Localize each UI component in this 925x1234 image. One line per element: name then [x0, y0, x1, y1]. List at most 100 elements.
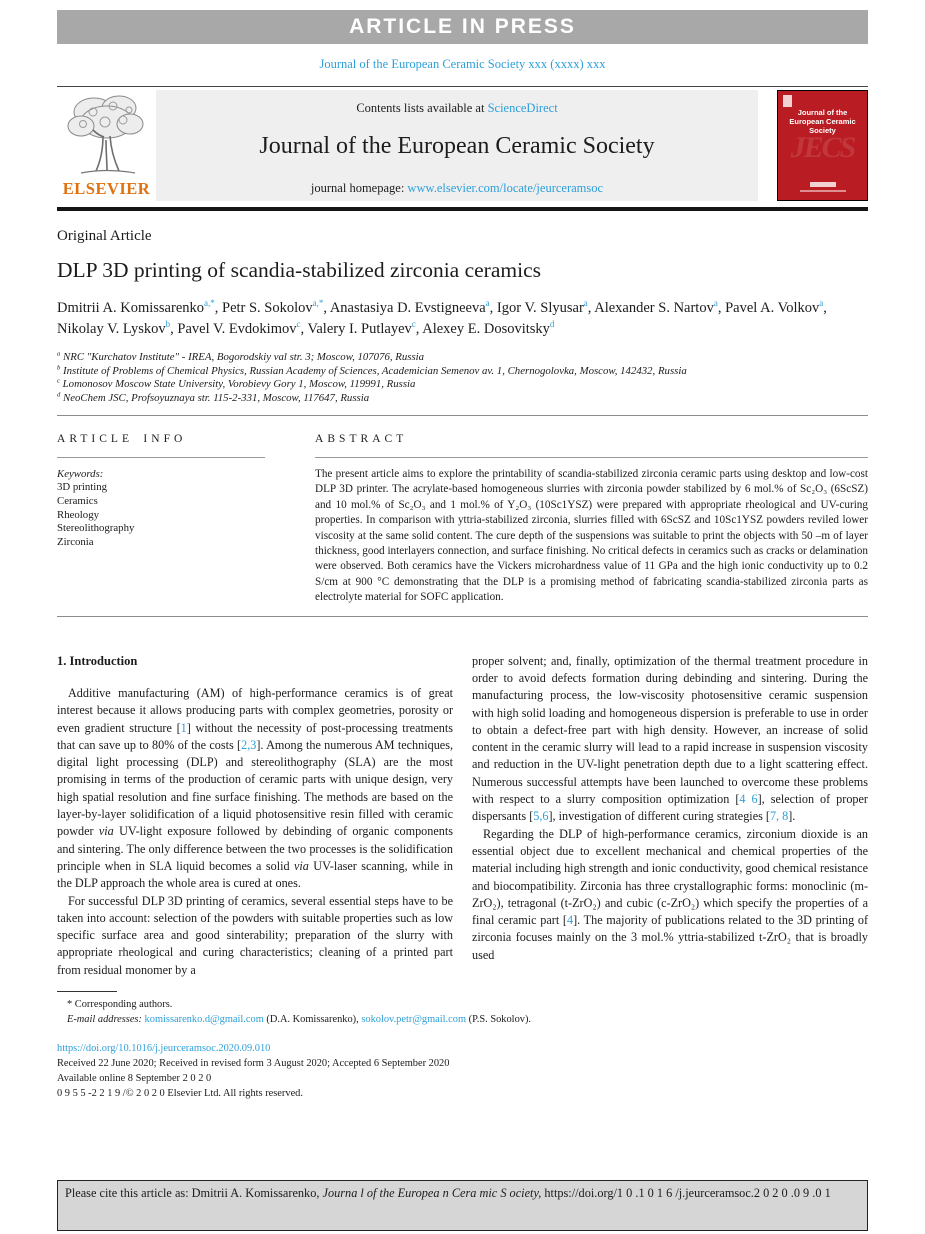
banner-text: ARTICLE IN PRESS: [349, 15, 576, 38]
body-paragraph: proper solvent; and, finally, optimizati…: [472, 653, 868, 824]
thick-divider: [57, 207, 868, 211]
section-heading: 1. Introduction: [57, 653, 138, 668]
affiliation-list: a NRC "Kurchatov Institute" - IREA, Bogo…: [57, 351, 868, 405]
cite-prefix: Please cite this article as: Dmitrii A. …: [65, 1186, 320, 1200]
cover-watermark: JECS: [790, 131, 857, 164]
abstract-text: The present article aims to explore the …: [315, 468, 868, 604]
email-link-1[interactable]: komissarenko.d@gmail.com: [144, 1013, 264, 1025]
body-paragraph: Additive manufacturing (AM) of high-perf…: [57, 685, 453, 891]
keyword: Rheology: [57, 508, 99, 521]
citation-link[interactable]: 2,3: [241, 737, 257, 752]
keywords-label: Keywords:: [57, 468, 104, 480]
author: Nikolay V. Lyskovb: [57, 319, 171, 337]
info-abstract-grid: ARTICLE INFO Keywords: 3D printing Cerami…: [57, 433, 868, 606]
citation-link[interactable]: 7, 8: [769, 809, 789, 824]
intro-col-left: 1. Introduction Additive manufacturing (…: [57, 653, 453, 979]
keyword: Ceramics: [57, 494, 98, 507]
homepage-line: journal homepage: www.elsevier.com/locat…: [156, 181, 758, 196]
citation-link[interactable]: 5,6: [533, 809, 549, 824]
cite-journal: Journa l of the Europea n Cera mic S oci…: [322, 1186, 542, 1200]
elsevier-wordmark: ELSEVIER: [62, 179, 151, 198]
author: Anastasiya D. Evstigneevaa: [329, 298, 490, 316]
article-info-heading: ARTICLE INFO: [57, 433, 187, 445]
issn-copyright: 0 9 5 5 -2 2 1 9 /© 2 0 2 0 Elsevier Ltd…: [57, 1088, 303, 1099]
keyword: Stereolithography: [57, 522, 135, 535]
cover-footer: [778, 182, 867, 192]
elsevier-tree-icon: [67, 95, 143, 174]
author-affiliation-mark: c: [411, 319, 416, 330]
received-dates: Received 22 June 2020; Received in revis…: [57, 1058, 450, 1069]
journal-cover-thumbnail[interactable]: Journal of the European Ceramic Society …: [777, 90, 868, 201]
cite-doi: https://doi.org/1 0 .1 0 1 6 /j.jeurcera…: [544, 1186, 831, 1200]
abstract-section: ABSTRACT The present article aims to exp…: [315, 433, 868, 606]
available-online: Available online 8 September 2 0 2 0: [57, 1073, 212, 1084]
author-list: Dmitrii A. Komissarenkoa,*, Petr S. Soko…: [57, 298, 827, 337]
contents-text: Contents lists available at: [356, 101, 485, 115]
keyword-list: 3D printing Ceramics Rheology Stereolithogr…: [57, 481, 265, 550]
cover-footer-url: [799, 190, 846, 192]
email-label: E-mail addresses:: [67, 1013, 142, 1025]
keyword: Zirconia: [57, 536, 94, 549]
cover-title: Journal of the European Ceramic Society: [789, 108, 856, 135]
cover-emblem: [783, 95, 792, 107]
intro-col-right: proper solvent; and, finally, optimizati…: [472, 653, 868, 979]
author: Pavel A. Volkova: [725, 298, 824, 316]
cover-footer-logo: [809, 182, 836, 187]
article-body: 1. Introduction Additive manufacturing (…: [57, 653, 868, 979]
email-owner-1: (D.A. Komissarenko),: [266, 1013, 359, 1025]
affiliation: a NRC "Kurchatov Institute" - IREA, Bogo…: [57, 350, 425, 363]
body-paragraph: Regarding the DLP of high-performance ce…: [472, 826, 869, 962]
author-affiliation-mark: a: [819, 298, 824, 309]
citation-notice-bar: Please cite this article as: Dmitrii A. …: [57, 1180, 868, 1231]
citation-link[interactable]: 4 6: [739, 792, 758, 807]
affiliation: d NeoChem JSC, Profsoyuznaya str. 115-2-…: [57, 390, 370, 404]
author-affiliation-mark: a,*: [312, 298, 324, 309]
divider: [57, 615, 868, 617]
publication-info: https://doi.org/10.1016/j.jeurceramsoc.2…: [57, 1041, 868, 1101]
journal-reference-link[interactable]: Journal of the European Ceramic Society …: [319, 57, 606, 71]
divider: [57, 86, 868, 87]
author: Dmitrii A. Komissarenkoa,*: [57, 298, 215, 316]
author: Pavel V. Evdokimovc: [177, 319, 301, 337]
email-owner-2: (P.S. Sokolov).: [468, 1013, 532, 1025]
sciencedirect-link[interactable]: ScienceDirect: [487, 101, 558, 115]
author: Valery I. Putlayevc: [307, 319, 416, 337]
author: Alexander S. Nartova: [594, 298, 718, 316]
email-link-2[interactable]: sokolov.petr@gmail.com: [361, 1013, 467, 1025]
citation-link[interactable]: 4: [566, 913, 574, 928]
author: Petr S. Sokolova,*: [222, 298, 324, 316]
author: Igor V. Slyusara: [496, 298, 588, 316]
article-type: Original Article: [57, 228, 152, 244]
divider: [57, 457, 265, 458]
homepage-label: journal homepage:: [310, 181, 405, 195]
footnote-rule: [57, 991, 117, 992]
affiliation: c Lomonosov Moscow State University, Vor…: [57, 377, 416, 390]
affiliation: b Institute of Problems of Chemical Phys…: [57, 363, 687, 377]
body-paragraph: For successful DLP 3D printing of cerami…: [57, 893, 453, 977]
journal-homepage-link[interactable]: www.elsevier.com/locate/jeurceramsoc: [407, 181, 604, 195]
author-affiliation-mark: a: [713, 298, 718, 309]
article-info-section: ARTICLE INFO Keywords: 3D printing Cerami…: [57, 433, 265, 606]
divider: [57, 415, 868, 416]
keyword: 3D printing: [57, 481, 108, 493]
email-line: E-mail addresses: komissarenko.d@gmail.c…: [57, 1013, 868, 1028]
journal-masthead: ELSEVIER Contents lists available at Sci…: [57, 90, 868, 201]
contents-line: Contents lists available at ScienceDirec…: [156, 101, 758, 116]
corresponding-note: * Corresponding authors.: [67, 999, 173, 1010]
author-affiliation-mark: a: [485, 298, 490, 309]
masthead-center: Contents lists available at ScienceDirec…: [156, 90, 758, 201]
author: Alexey E. Dosovitskyd: [422, 319, 555, 337]
author-affiliation-mark: c: [296, 319, 301, 330]
journal-title: Journal of the European Ceramic Society: [259, 133, 655, 159]
doi-link[interactable]: https://doi.org/10.1016/j.jeurceramsoc.2…: [57, 1043, 271, 1054]
page-title: DLP 3D printing of scandia-stabilized zi…: [57, 258, 541, 282]
citation-link[interactable]: 1: [180, 720, 187, 735]
author-affiliation-mark: b: [165, 319, 171, 330]
elsevier-logo: ELSEVIER: [57, 90, 156, 201]
footnotes: * Corresponding authors. E-mail addresse…: [57, 991, 868, 1027]
author-affiliation-mark: d: [549, 319, 555, 330]
divider: [315, 457, 868, 458]
article-in-press-banner: ARTICLE IN PRESS: [57, 10, 868, 44]
abstract-heading: ABSTRACT: [315, 433, 408, 445]
